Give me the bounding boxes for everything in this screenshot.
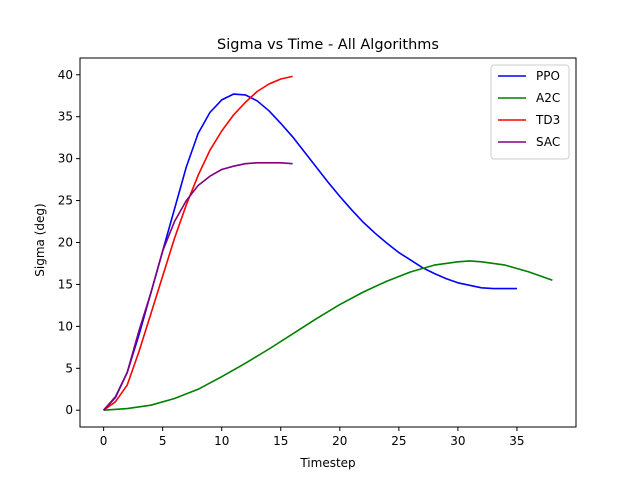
chart-title: Sigma vs Time - All Algorithms	[217, 37, 439, 53]
y-axis-ticks: 0 5 10 15 20 25 30 35 40	[58, 68, 80, 417]
x-tick-label: 25	[391, 434, 406, 448]
y-tick-label: 30	[58, 152, 73, 166]
y-axis-label: Sigma (deg)	[33, 203, 47, 276]
y-tick-label: 40	[58, 68, 73, 82]
x-tick-label: 5	[159, 434, 167, 448]
x-tick-label: 10	[214, 434, 229, 448]
x-axis-ticks: 0 5 10 15 20 25 30 35	[100, 427, 525, 448]
legend: PPO A2C TD3 SAC	[490, 64, 570, 160]
x-tick-label: 0	[100, 434, 108, 448]
x-tick-label: 20	[332, 434, 347, 448]
x-tick-label: 30	[450, 434, 465, 448]
series-line-td3	[103, 75, 293, 411]
y-tick-label: 10	[58, 319, 73, 333]
legend-label-a2c: A2C	[536, 91, 560, 105]
y-tick-label: 35	[58, 110, 73, 124]
x-tick-label: 35	[509, 434, 524, 448]
legend-label-sac: SAC	[536, 135, 560, 149]
x-tick-label: 15	[273, 434, 288, 448]
y-tick-label: 15	[58, 277, 73, 291]
series-line-ppo	[103, 93, 517, 411]
legend-label-ppo: PPO	[536, 69, 560, 83]
y-tick-label: 25	[58, 194, 73, 208]
series-lines	[102, 75, 553, 411]
plot-frame	[79, 57, 577, 428]
legend-box	[490, 64, 570, 160]
series-line-sac	[102, 162, 293, 411]
series-line-a2c	[103, 260, 553, 411]
y-tick-label: 20	[58, 236, 73, 250]
x-axis-label: Timestep	[299, 456, 355, 470]
y-tick-label: 0	[65, 403, 73, 417]
legend-label-td3: TD3	[535, 113, 560, 127]
y-tick-label: 5	[65, 361, 73, 375]
